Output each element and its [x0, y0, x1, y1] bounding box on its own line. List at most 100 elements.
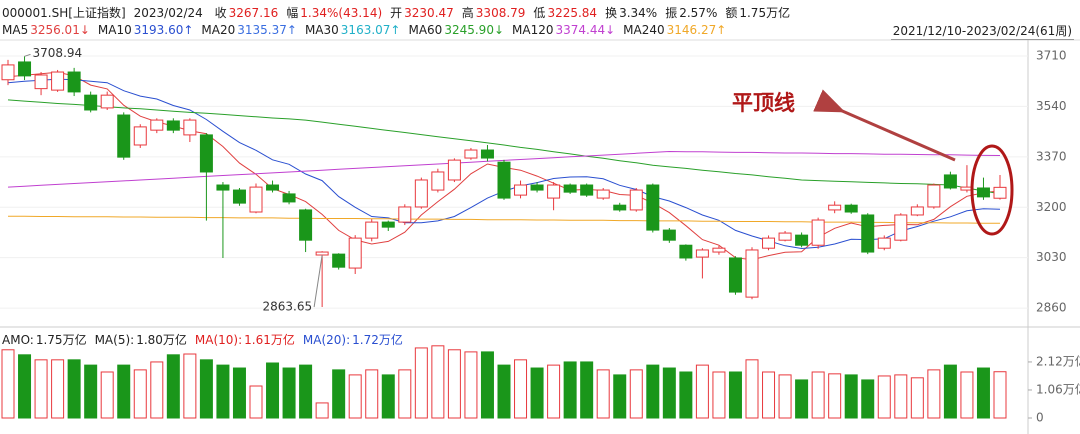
- volume-legend: AMO: 1.75万亿 MA(5): 1.80万亿 MA(10): 1.61万亿 MA(20…: [2, 331, 411, 348]
- volume-bar: [282, 367, 296, 419]
- low-label: 2863.65: [263, 300, 313, 314]
- quote-label: 低: [533, 6, 546, 20]
- candle-body: [133, 126, 147, 146]
- volume-bar: [976, 367, 990, 419]
- candle-body: [613, 204, 627, 211]
- candle-body: [332, 253, 346, 268]
- quote-value: 3308.79: [475, 6, 526, 20]
- annotation-arrow: [813, 89, 956, 162]
- volume-bar: [712, 371, 726, 419]
- date: 2023/02/24: [133, 6, 203, 20]
- volume-bar: [18, 354, 32, 419]
- volume-bar: [414, 347, 428, 419]
- volume-bar: [910, 377, 924, 419]
- candle-body: [150, 119, 164, 131]
- candle-body: [315, 251, 329, 256]
- y-tick-label: 3200: [1036, 200, 1067, 214]
- candle-body: [232, 189, 246, 204]
- candle-body: [398, 206, 412, 223]
- volume-bar: [811, 371, 825, 419]
- y-tick-label: 3030: [1036, 250, 1067, 264]
- candle-body: [216, 184, 230, 191]
- volume-bar: [315, 402, 329, 419]
- volume-bar: [365, 369, 379, 419]
- ma-value: 3135.37↑: [237, 23, 297, 37]
- legend-name: MA(20):: [302, 333, 351, 347]
- volume-bar: [1, 349, 15, 419]
- candle-body: [762, 237, 776, 249]
- volume-bar: [249, 385, 263, 419]
- candle-body: [34, 74, 48, 90]
- high-label: 3708.94: [33, 46, 83, 60]
- candle-body: [100, 94, 114, 109]
- volume-bar: [84, 364, 98, 419]
- ma-value: 3146.27↑: [666, 23, 727, 37]
- candle-body: [381, 221, 395, 228]
- candle-body: [480, 149, 494, 159]
- candle-body: [447, 159, 461, 181]
- volume-bar: [299, 364, 313, 419]
- volume-bar: [563, 361, 577, 419]
- legend-name: MA(10):: [194, 333, 243, 347]
- ma-name: MA20: [201, 23, 236, 37]
- volume-bar: [67, 359, 81, 419]
- volume-bar: [728, 371, 742, 419]
- y-tick-label: 1.06万亿: [1036, 381, 1080, 396]
- y-tick-label: 3710: [1036, 49, 1067, 63]
- volume-bar: [894, 374, 908, 419]
- volume-bar: [762, 371, 776, 419]
- volume-bar: [398, 369, 412, 419]
- ma-name: MA30: [304, 23, 339, 37]
- ma-line: [7, 99, 1001, 195]
- volume-bar: [381, 374, 395, 419]
- candle-body: [299, 209, 313, 241]
- y-tick-label: 2.12万亿: [1036, 353, 1080, 368]
- candle-body: [166, 120, 180, 131]
- quote-label: 振: [665, 6, 678, 20]
- candle-body: [497, 161, 511, 199]
- volume-bar: [100, 371, 114, 419]
- volume-bar: [778, 374, 792, 419]
- candle-body: [199, 134, 213, 173]
- quote-value: 1.75万亿: [739, 6, 791, 20]
- legend-name: AMO:: [2, 333, 34, 347]
- candle-body: [348, 237, 362, 269]
- volume-bar: [216, 364, 230, 419]
- candle-body: [695, 249, 709, 258]
- highlight-ellipse: [970, 144, 1014, 236]
- volume-bar: [695, 364, 709, 419]
- candle-body: [844, 204, 858, 213]
- legend-value: 1.80万亿: [136, 333, 187, 347]
- candle-body: [51, 71, 65, 91]
- volume-bar: [464, 351, 478, 419]
- date-range[interactable]: 2021/12/10-2023/02/24(61周): [890, 24, 1074, 40]
- volume-bar: [133, 369, 147, 419]
- ma-name: MA60: [408, 23, 443, 37]
- candle-body: [894, 214, 908, 241]
- ma-value: 3256.01↓: [30, 23, 90, 37]
- quote-value: 3.34%: [619, 6, 658, 20]
- candle-body: [18, 61, 32, 77]
- candle-body: [679, 244, 693, 259]
- volume-bar: [646, 364, 660, 419]
- volume-bar: [332, 369, 346, 419]
- volume-bar: [795, 379, 809, 419]
- volume-bar: [348, 374, 362, 419]
- volume-bar: [596, 369, 610, 419]
- quote-label: 额: [725, 6, 738, 20]
- candle-body: [365, 221, 379, 239]
- legend-value: 1.61万亿: [244, 333, 295, 347]
- candle-body: [629, 189, 643, 211]
- candle-body: [943, 174, 957, 189]
- quote-label: 高: [461, 6, 474, 20]
- volume-bar: [927, 369, 941, 419]
- volume-bar: [530, 367, 544, 419]
- ma-name: MA120: [512, 23, 554, 37]
- candle-body: [183, 119, 197, 136]
- candle-body: [249, 186, 263, 213]
- candle-body: [745, 249, 759, 298]
- candle-body: [646, 184, 660, 231]
- candle-body: [431, 171, 445, 191]
